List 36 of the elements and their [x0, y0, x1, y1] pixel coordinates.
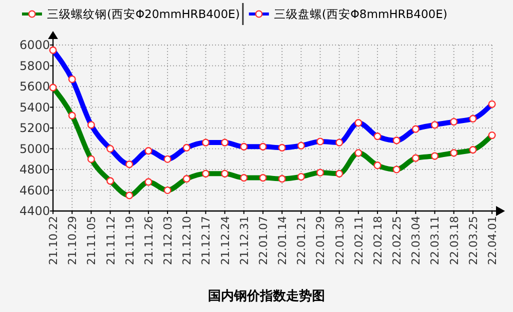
x-tick-label: 22.01.21 [295, 216, 308, 265]
y-tick-label: 5200 [19, 121, 50, 136]
x-tick-label: 21.11.19 [123, 216, 136, 265]
x-tick-label: 21.11.26 [142, 216, 156, 265]
x-tick-label: 22.03.18 [448, 216, 461, 265]
x-tick-label: 22.04.01 [486, 216, 499, 265]
x-tick-label: 22.02.11 [352, 216, 366, 265]
y-tick-label: 5000 [19, 142, 50, 156]
x-tick-label: 21.10.22 [47, 216, 60, 265]
y-tick-label: 5800 [19, 58, 50, 73]
x-tick-label: 22.01.30 [333, 216, 346, 265]
y-tick-label: 5600 [19, 80, 50, 94]
y-tick-label: 6000 [19, 38, 50, 52]
text: 国内钢价指数走势图 [208, 288, 325, 304]
y-tick-label: 5400 [19, 100, 50, 114]
x-tick-label: 22.01.07 [256, 216, 270, 265]
x-tick-label: 22.02.18 [371, 216, 384, 265]
y-tick-label: 4600 [19, 183, 50, 198]
x-tick-label: 21.12.31 [238, 216, 251, 265]
legend-label: 三级盘螺(西安Φ8mmHRB400E) [274, 7, 448, 22]
x-tick-label: 22.03.04 [410, 216, 423, 265]
y-tick-label: 4800 [19, 162, 50, 177]
y-tick-label: 4400 [19, 204, 50, 218]
legend-label: 三级螺纹钢(西安Φ20mmHRB400E) [47, 7, 240, 22]
x-tick-label: 22.03.25 [466, 216, 480, 265]
x-tick-label: 21.12.10 [180, 216, 194, 265]
x-tick-label: 21.12.24 [218, 216, 232, 265]
x-tick-label: 21.10.29 [66, 216, 80, 265]
x-tick-label: 22.03.11 [428, 216, 442, 265]
x-tick-label: 21.12.03 [162, 216, 175, 265]
x-tick-label: 22.02.25 [390, 216, 404, 265]
x-tick-label: 21.12.17 [200, 216, 213, 265]
x-tick-label: 21.11.12 [104, 216, 118, 265]
x-tick-label: 22.01.14 [276, 216, 290, 265]
x-tick-label: 21.11.05 [85, 216, 98, 265]
x-tick-label: 22.01.29 [314, 216, 328, 265]
